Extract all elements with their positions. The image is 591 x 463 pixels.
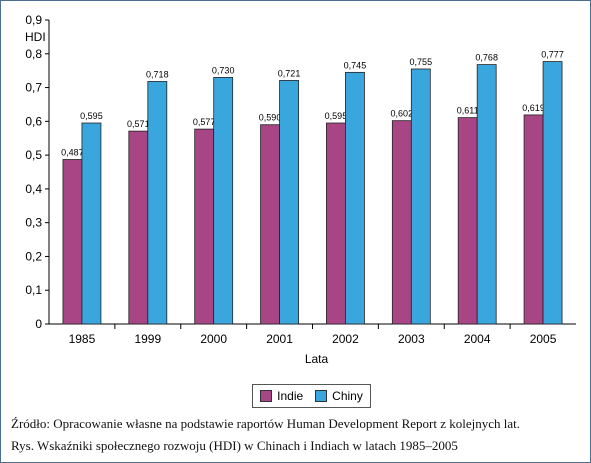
legend-item-chiny: Chiny — [315, 389, 363, 403]
y-tick-label: 0,8 — [25, 47, 42, 61]
x-tick-label: 2003 — [398, 332, 425, 346]
bar-indie — [62, 159, 83, 325]
y-tick-label: 0,3 — [25, 216, 42, 230]
x-tick-label: 1999 — [134, 332, 161, 346]
data-label-chiny: 0,730 — [212, 65, 235, 75]
bar-chiny — [81, 122, 102, 325]
data-label-indie: 0,571 — [127, 119, 150, 129]
legend-item-indie: Indie — [260, 389, 303, 403]
bar-chiny — [476, 64, 497, 325]
y-tick-label: 0,5 — [25, 148, 42, 162]
x-tick-label: 2001 — [266, 332, 293, 346]
legend-swatch-chiny — [315, 390, 328, 402]
x-tick-label: 2002 — [332, 332, 359, 346]
y-tick-label: 0,4 — [25, 182, 42, 196]
data-label-indie: 0,619 — [522, 103, 545, 113]
data-label-chiny: 0,755 — [410, 57, 433, 67]
x-tick-label: 2000 — [200, 332, 227, 346]
y-axis-title: HDI — [25, 30, 46, 44]
y-tick-label: 0,9 — [25, 13, 42, 27]
data-label-chiny: 0,595 — [80, 111, 103, 121]
bar-chiny — [410, 68, 431, 325]
data-label-indie: 0,602 — [391, 109, 414, 119]
data-label-indie: 0,590 — [259, 113, 282, 123]
data-label-chiny: 0,777 — [541, 50, 564, 60]
bar-chiny — [345, 71, 365, 325]
x-axis-title: Lata — [305, 352, 329, 366]
figure-source: Źródło: Opracowanie własne na podstawie … — [11, 416, 521, 431]
y-tick-label: 0,7 — [25, 81, 42, 95]
bar-indie — [523, 114, 544, 325]
bar-chiny — [147, 81, 168, 325]
bar-indie — [457, 117, 478, 325]
data-label-indie: 0,611 — [457, 106, 479, 116]
bar-indie — [260, 124, 280, 325]
data-label-chiny: 0,768 — [475, 53, 498, 63]
x-tick-label: 2005 — [530, 332, 557, 346]
bar-chiny — [213, 77, 234, 325]
chart-legend: Indie Chiny — [252, 384, 371, 408]
x-tick-label: 2004 — [464, 332, 491, 346]
data-label-chiny: 0,745 — [344, 60, 367, 70]
bar-chiny — [542, 61, 563, 325]
data-label-indie: 0,487 — [61, 148, 84, 158]
y-tick-label: 0,2 — [25, 249, 42, 263]
legend-label-chiny: Chiny — [332, 389, 363, 403]
data-label-chiny: 0,721 — [278, 68, 301, 78]
x-tick-label: 1985 — [69, 332, 96, 346]
y-tick-label: 0 — [35, 317, 42, 331]
figure-title: Rys. Wskaźniki społecznego rozwoju (HDI)… — [11, 438, 458, 453]
data-label-indie: 0,595 — [325, 111, 348, 121]
data-label-indie: 0,577 — [193, 117, 216, 127]
y-tick-label: 0,1 — [25, 283, 42, 297]
bar-indie — [326, 122, 346, 325]
data-label-chiny: 0,718 — [146, 69, 169, 79]
bar-indie — [128, 130, 149, 325]
bar-indie — [391, 120, 412, 325]
y-tick-label: 0,6 — [25, 114, 42, 128]
legend-label-indie: Indie — [277, 389, 304, 403]
legend-swatch-indie — [260, 390, 273, 402]
bar-chiny — [279, 80, 299, 325]
bar-indie — [194, 128, 215, 325]
